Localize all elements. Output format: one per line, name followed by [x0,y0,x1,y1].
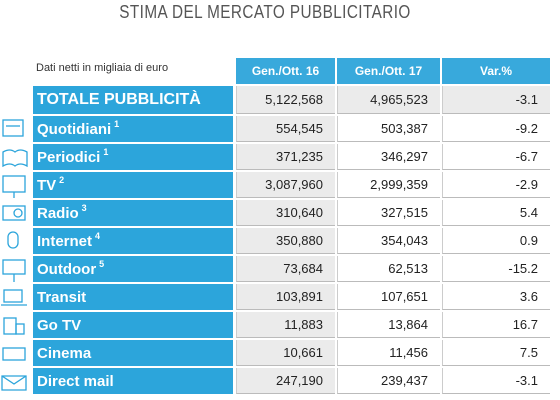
cell: 4,965,523 [337,86,440,114]
row-label: Cinema [33,340,233,366]
label-text: Go TV [37,316,82,334]
cell: 7.5 [442,340,550,366]
label-text: Outdoor [37,260,97,278]
cell: 350,880 [236,228,335,254]
cell: 10,661 [236,340,335,366]
footnote-mark: 1 [114,119,120,129]
cell: 310,640 [236,200,335,226]
footnote-mark: 5 [99,259,105,269]
label-text: Periodici [37,148,101,166]
cell: 354,043 [337,228,440,254]
cell: 13,864 [337,312,440,338]
cell: 5,122,568 [236,86,335,114]
cell: -2.9 [442,172,550,198]
row-label: TV 2 [33,172,233,198]
label-text: Direct mail [37,372,114,390]
row-label: Radio 3 [33,200,233,226]
footnote-mark: 2 [59,175,65,185]
label-text: Quotidiani [37,120,112,138]
cell: -3.1 [442,368,550,394]
cell: -15.2 [442,256,550,282]
cell: 5.4 [442,200,550,226]
label-text: Cinema [37,344,92,362]
row-label: Direct mail [33,368,233,394]
footnote-mark: 4 [95,231,101,241]
column-header: Gen./Ott. 16 [236,58,335,84]
cell: 346,297 [337,144,440,170]
label-text: Internet [37,232,93,250]
row-label: Internet 4 [33,228,233,254]
cell: 3,087,960 [236,172,335,198]
row-label: Go TV [33,312,233,338]
cell: 11,456 [337,340,440,366]
cell: 0.9 [442,228,550,254]
cell: 3.6 [442,284,550,310]
label-text: Radio [37,204,79,222]
cell: -3.1 [442,86,550,114]
cell: 11,883 [236,312,335,338]
cell: 73,684 [236,256,335,282]
title: STIMA DEL MERCATO PUBBLICITARIO [119,2,411,22]
cell: 107,651 [337,284,440,310]
row-label: Quotidiani 1 [33,116,233,142]
icons [1,119,28,391]
cell: 16.7 [442,312,550,338]
row-label: Transit [33,284,233,310]
label-text: Transit [37,288,87,306]
cell: 239,437 [337,368,440,394]
row-label: Outdoor 5 [33,256,233,282]
cell: 103,891 [236,284,335,310]
row-label: Periodici 1 [33,144,233,170]
cell: 554,545 [236,116,335,142]
cell: 62,513 [337,256,440,282]
cell: 371,235 [236,144,335,170]
cell: 2,999,359 [337,172,440,198]
cell: 503,387 [337,116,440,142]
cell: 327,515 [337,200,440,226]
cell: -9.2 [442,116,550,142]
row-label: TOTALE PUBBLICITÀ [33,86,233,114]
label-text: TOTALE PUBBLICITÀ [37,91,201,108]
column-header: Gen./Ott. 17 [337,58,440,84]
footnote-mark: 3 [81,203,87,213]
cell: -6.7 [442,144,550,170]
caption: Dati netti in migliaia di euro [36,62,169,74]
label-text: TV [37,176,57,194]
cell: 247,190 [236,368,335,394]
footnote-mark: 1 [103,147,109,157]
column-header: Var.% [442,58,550,84]
